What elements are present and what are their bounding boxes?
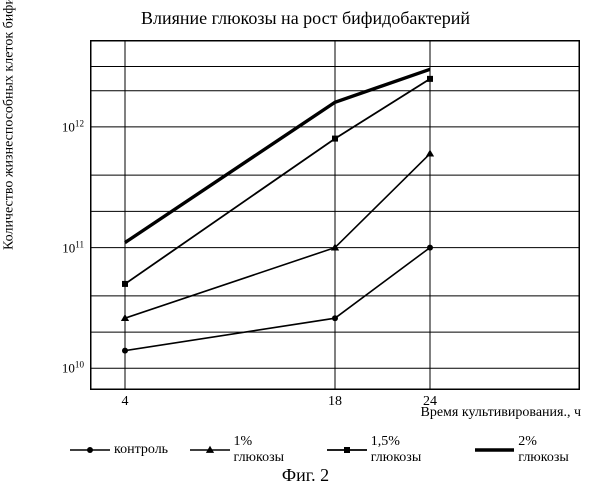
figure-container: Влияние глюкозы на рост бифидобактерий К… <box>0 0 611 500</box>
figure-caption: Фиг. 2 <box>0 465 611 486</box>
y-tick-label: 1011 <box>62 239 84 256</box>
legend-item: 2% глюкозы <box>475 434 590 466</box>
legend-label: 2% глюкозы <box>518 434 590 466</box>
x-tick-label: 18 <box>328 394 342 410</box>
x-axis-label: Время культивирования., ч <box>421 405 582 421</box>
legend-label: 1,5% глюкозы <box>371 434 453 466</box>
plot-area: 10101011101241824 <box>90 40 580 390</box>
x-tick-label: 4 <box>122 394 129 410</box>
legend-label: контроль <box>114 442 168 458</box>
legend-item: контроль <box>70 442 168 458</box>
legend-item: 1% глюкозы <box>190 434 305 466</box>
legend-item: 1,5% глюкозы <box>327 434 453 466</box>
chart-svg <box>90 40 580 390</box>
chart-title: Влияние глюкозы на рост бифидобактерий <box>0 8 611 29</box>
y-tick-label: 1012 <box>62 118 84 135</box>
legend: контроль 1% глюкозы 1,5% глюкозы 2% глюкозы <box>70 434 590 466</box>
y-tick-label: 1010 <box>62 360 84 377</box>
legend-label: 1% глюкозы <box>234 434 306 466</box>
y-axis-label: Количество жизнеспособных клеток бифидоб… <box>0 0 17 250</box>
